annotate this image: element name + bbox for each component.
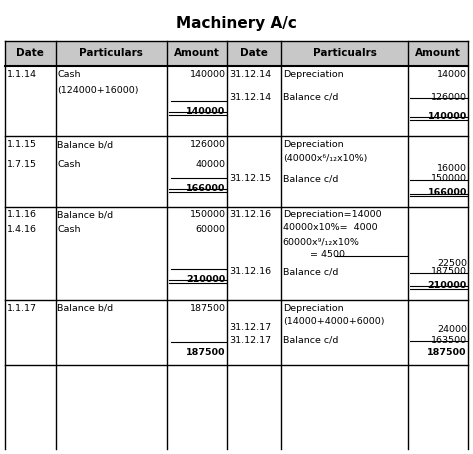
Text: 31.12.16: 31.12.16 bbox=[229, 210, 271, 219]
Text: Machinery A/c: Machinery A/c bbox=[176, 16, 297, 31]
Text: 31.12.16: 31.12.16 bbox=[229, 267, 271, 276]
Text: 60000x⁹/₁₂x10%: 60000x⁹/₁₂x10% bbox=[283, 237, 359, 246]
Text: 187500: 187500 bbox=[186, 348, 226, 357]
Text: Date: Date bbox=[16, 48, 44, 59]
Text: Cash: Cash bbox=[57, 225, 81, 234]
Text: 31.12.17: 31.12.17 bbox=[229, 323, 271, 332]
Text: = 4500: = 4500 bbox=[283, 250, 345, 259]
Text: (40000x⁶/₁₂x10%): (40000x⁶/₁₂x10%) bbox=[283, 154, 367, 163]
Text: 140000: 140000 bbox=[186, 107, 226, 116]
Text: 31.12.14: 31.12.14 bbox=[229, 93, 271, 102]
Text: 60000: 60000 bbox=[195, 225, 226, 234]
Text: 1.4.16: 1.4.16 bbox=[7, 225, 36, 234]
Text: Particulars: Particulars bbox=[79, 48, 143, 59]
Text: Cash: Cash bbox=[57, 160, 81, 169]
Text: 31.12.14: 31.12.14 bbox=[229, 70, 271, 79]
Text: 187500: 187500 bbox=[431, 267, 467, 276]
Text: (14000+4000+6000): (14000+4000+6000) bbox=[283, 317, 385, 326]
Text: 210000: 210000 bbox=[186, 275, 226, 283]
Text: 140000: 140000 bbox=[190, 70, 226, 79]
Text: 14000: 14000 bbox=[437, 70, 467, 79]
Text: Balance c/d: Balance c/d bbox=[283, 336, 338, 345]
Text: 1.7.15: 1.7.15 bbox=[7, 160, 36, 169]
Text: 150000: 150000 bbox=[431, 174, 467, 183]
Text: Balance b/d: Balance b/d bbox=[57, 304, 114, 313]
Text: Balance c/d: Balance c/d bbox=[283, 174, 338, 183]
Text: Depreciation: Depreciation bbox=[283, 304, 343, 313]
Text: Balance c/d: Balance c/d bbox=[283, 267, 338, 276]
Bar bbox=[5, 41, 468, 66]
Text: 24000: 24000 bbox=[437, 325, 467, 334]
Text: 31.12.17: 31.12.17 bbox=[229, 336, 271, 345]
Text: Amount: Amount bbox=[174, 48, 220, 59]
Text: Date: Date bbox=[240, 48, 268, 59]
Text: 126000: 126000 bbox=[431, 93, 467, 102]
Text: 40000x10%=  4000: 40000x10%= 4000 bbox=[283, 223, 377, 232]
Text: 166000: 166000 bbox=[186, 184, 226, 193]
Text: 1.1.15: 1.1.15 bbox=[7, 140, 36, 149]
Text: Cash: Cash bbox=[57, 70, 81, 79]
Text: 166000: 166000 bbox=[428, 188, 467, 197]
Text: 22500: 22500 bbox=[437, 259, 467, 268]
Text: (124000+16000): (124000+16000) bbox=[57, 85, 139, 94]
Text: Balance b/d: Balance b/d bbox=[57, 210, 114, 219]
Text: Balance c/d: Balance c/d bbox=[283, 93, 338, 102]
Text: 16000: 16000 bbox=[437, 164, 467, 173]
Text: Particualrs: Particualrs bbox=[313, 48, 377, 59]
Text: 126000: 126000 bbox=[190, 140, 226, 149]
Text: 187500: 187500 bbox=[190, 304, 226, 313]
Text: 150000: 150000 bbox=[190, 210, 226, 219]
Text: 40000: 40000 bbox=[195, 160, 226, 169]
Text: 210000: 210000 bbox=[428, 281, 467, 290]
Text: 1.1.14: 1.1.14 bbox=[7, 70, 36, 79]
Text: Depreciation: Depreciation bbox=[283, 70, 343, 79]
Text: 1.1.17: 1.1.17 bbox=[7, 304, 36, 313]
Text: 31.12.15: 31.12.15 bbox=[229, 174, 271, 183]
Text: 140000: 140000 bbox=[428, 112, 467, 121]
Text: 163500: 163500 bbox=[431, 336, 467, 345]
Text: 1.1.16: 1.1.16 bbox=[7, 210, 36, 219]
Text: 187500: 187500 bbox=[427, 348, 467, 357]
Text: Balance b/d: Balance b/d bbox=[57, 140, 114, 149]
Text: Amount: Amount bbox=[415, 48, 461, 59]
Text: Depreciation=14000: Depreciation=14000 bbox=[283, 210, 381, 219]
Text: Depreciation: Depreciation bbox=[283, 140, 343, 149]
